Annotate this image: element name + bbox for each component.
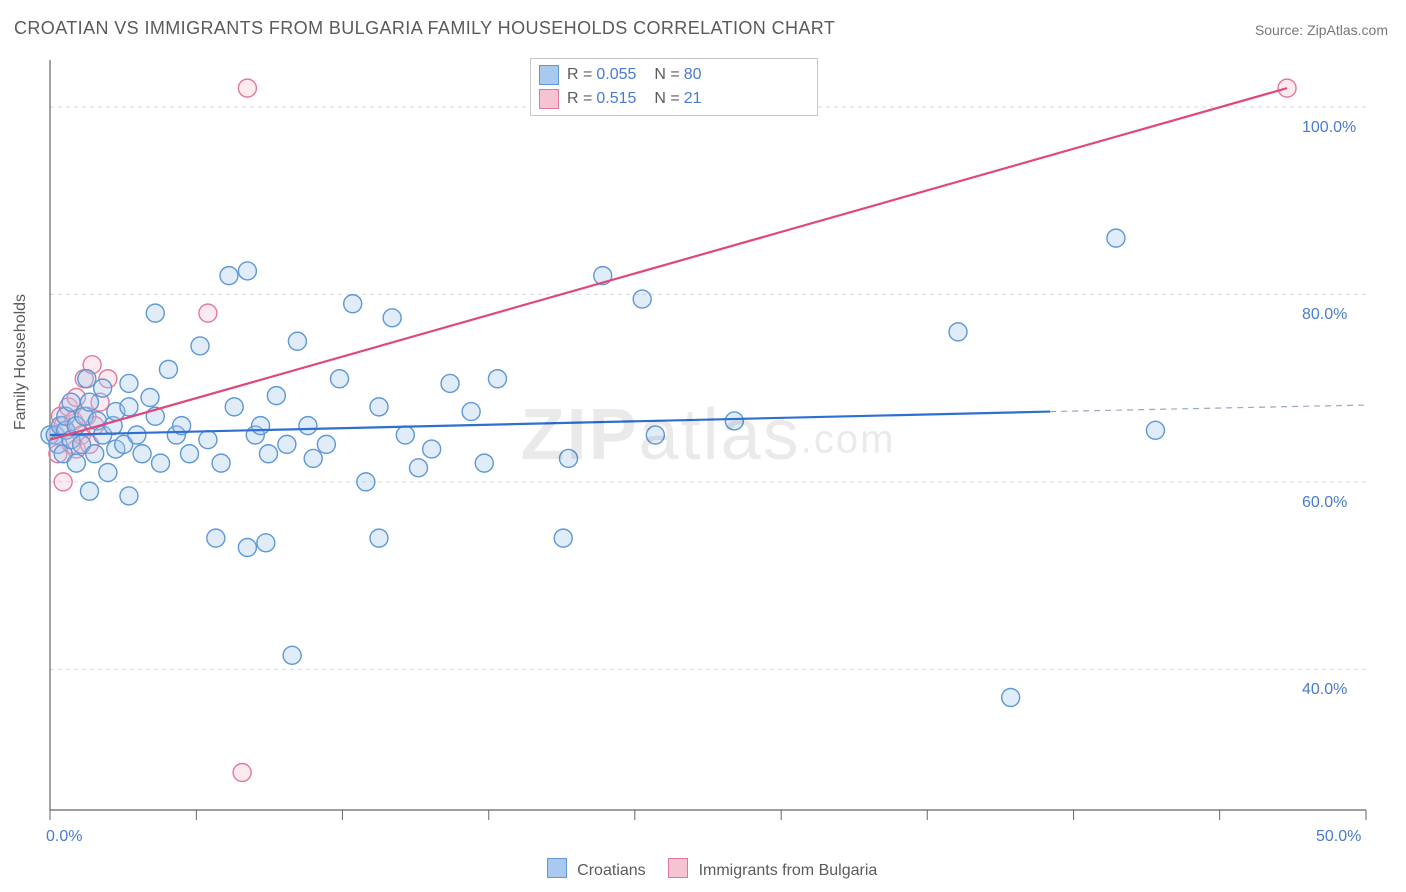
- y-tick-label: 60.0%: [1302, 494, 1347, 512]
- chart-title: CROATIAN VS IMMIGRANTS FROM BULGARIA FAM…: [14, 18, 835, 39]
- correlation-row-croatians: R = 0.055 N = 80: [539, 63, 809, 87]
- legend-swatch-bulgaria: [668, 858, 688, 878]
- legend-swatch-croatians: [547, 858, 567, 878]
- y-axis-label: Family Households: [12, 294, 30, 430]
- correlation-row-bulgaria: R = 0.515 N = 21: [539, 87, 809, 111]
- legend-bottom: Croatians Immigrants from Bulgaria: [0, 858, 1406, 880]
- chart-svg: [50, 60, 1366, 810]
- y-tick-label: 100.0%: [1302, 119, 1356, 137]
- y-tick-label: 40.0%: [1302, 681, 1347, 699]
- legend-label-croatians: Croatians: [577, 862, 645, 879]
- x-tick-label: 0.0%: [46, 828, 82, 846]
- y-tick-label: 80.0%: [1302, 306, 1347, 324]
- swatch-croatians: [539, 65, 559, 85]
- swatch-bulgaria: [539, 89, 559, 109]
- legend-label-bulgaria: Immigrants from Bulgaria: [699, 862, 878, 879]
- source-attribution: Source: ZipAtlas.com: [1255, 22, 1388, 38]
- plot-area: ZIPatlas.com: [50, 60, 1366, 810]
- correlation-panel: R = 0.055 N = 80 R = 0.515 N = 21: [530, 58, 818, 116]
- x-tick-label: 50.0%: [1316, 828, 1361, 846]
